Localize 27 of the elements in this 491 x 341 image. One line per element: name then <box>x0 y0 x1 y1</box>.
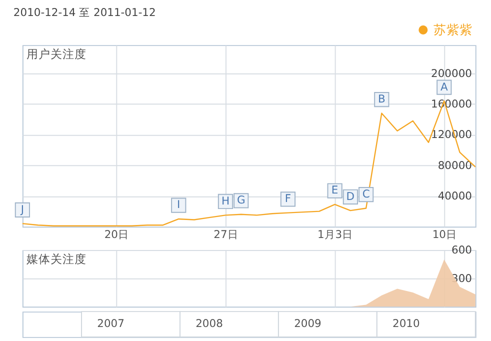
annotation: F <box>284 192 292 206</box>
y-tick-label: 80000 <box>438 158 472 172</box>
y-axis-title: 用户关注度 <box>26 46 86 61</box>
text: 2007 <box>97 317 124 330</box>
y-tick-label: 600 <box>451 243 472 256</box>
annotation: H <box>221 194 230 208</box>
annotation: D <box>346 190 355 203</box>
annotation: A <box>440 80 448 94</box>
y-tick-label: 300 <box>451 272 472 285</box>
y-tick-label: 40000 <box>438 189 472 202</box>
x-tick-label: 10日 <box>432 228 457 241</box>
x-tick-label: 27日 <box>214 228 238 241</box>
annotation: G <box>236 194 246 207</box>
x-tick-label: 1月3日 <box>317 228 354 241</box>
text: 2009 <box>294 317 322 330</box>
y-axis-title: 媒体关注度 <box>26 252 86 266</box>
chart-title: 2010-12-14 至 2011-01-12 <box>13 6 156 19</box>
legend-label: 苏紫紫 <box>433 22 472 37</box>
annotation: C <box>362 188 370 201</box>
text: 2008 <box>196 317 224 330</box>
annotation: J <box>20 202 24 216</box>
y-tick-label: 200000 <box>431 66 472 80</box>
annotation: I <box>177 198 180 212</box>
x-tick-label: 20日 <box>104 228 129 241</box>
annotation: E <box>331 184 338 197</box>
text: 2010 <box>392 317 420 330</box>
annotation: B <box>378 92 386 106</box>
